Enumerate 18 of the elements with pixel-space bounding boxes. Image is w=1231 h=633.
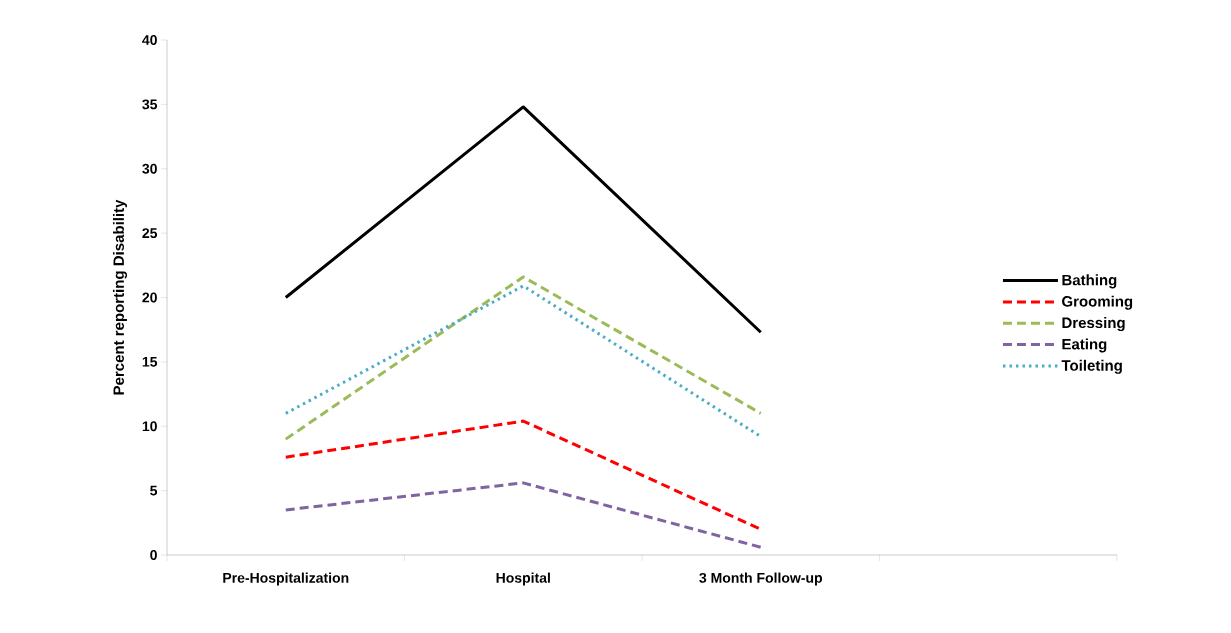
y-tick-label: 30 (142, 163, 157, 174)
y-tick-label: 10 (142, 421, 157, 432)
x-tick-label: 3 Month Follow-up (699, 572, 823, 586)
legend-label: Eating (1062, 338, 1107, 353)
x-tick-label: Pre-Hospitalization (223, 572, 349, 586)
y-tick-label: 20 (142, 292, 157, 303)
legend-label: Grooming (1062, 295, 1133, 310)
y-tick-label: 5 (150, 485, 158, 496)
y-tick-label: 25 (142, 228, 158, 239)
x-tick-label: Hospital (496, 572, 550, 586)
y-tick-label: 35 (142, 99, 158, 110)
y-tick-label: 40 (142, 35, 157, 45)
y-axis-title: Percent reporting Disability (112, 199, 128, 395)
y-tick-label: 15 (142, 356, 158, 367)
y-tick-label: 0 (150, 550, 157, 560)
legend-label: Toileting (1061, 359, 1122, 374)
legend-label: Bathing (1062, 274, 1117, 289)
legend-label: Dressing (1062, 317, 1125, 332)
